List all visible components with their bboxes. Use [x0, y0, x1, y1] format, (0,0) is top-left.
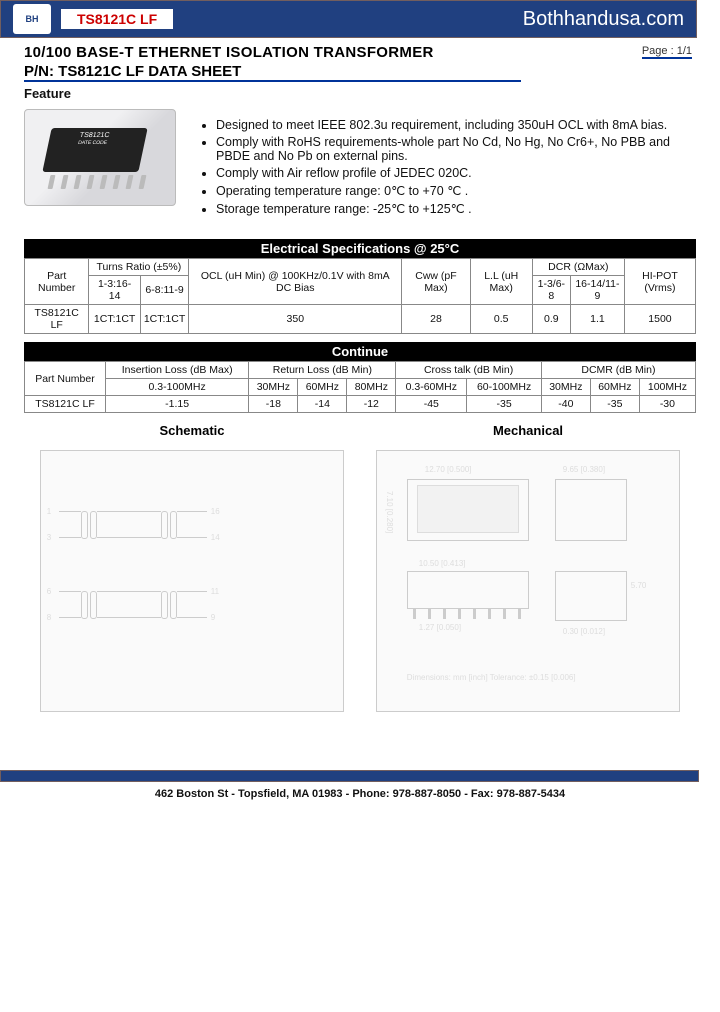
feature-item: Comply with RoHS requirements-whole part…	[216, 135, 696, 163]
mechanical-heading: Mechanical	[360, 423, 696, 438]
mechanical-diagram: 12.70 [0.500] 7.10 [0.280] 9.65 [0.380] …	[360, 450, 696, 750]
feature-item: Storage temperature range: -25℃ to +125℃…	[216, 201, 696, 216]
footer-bar	[0, 770, 699, 782]
col-turns: Turns Ratio (±5%)	[89, 259, 189, 276]
feature-list: Designed to meet IEEE 802.3u requirement…	[188, 118, 696, 219]
col-dcr: DCR (ΩMax)	[532, 259, 624, 276]
col-hipot: HI-POT (Vrms)	[624, 259, 695, 305]
sub-pins-2: 6-8:11-9	[140, 276, 188, 305]
col-dcmr: DCMR (dB Min)	[541, 362, 695, 379]
doc-title-2: P/N: TS8121C LF DATA SHEET	[24, 63, 521, 82]
table-row: TS8121C LF -1.15 -18 -14 -12 -45 -35 -40…	[25, 396, 696, 413]
site-name: Bothhandusa.com	[523, 8, 684, 31]
chip-image: TS8121CDATE CODE	[24, 109, 176, 206]
col-cww: Cww (pF Max)	[402, 259, 470, 305]
part-number-box: TS8121C LF	[59, 7, 175, 31]
col-ll: L.L (uH Max)	[470, 259, 532, 305]
chip-marking: TS8121C	[79, 132, 110, 139]
table-row: TS8121C LF 1CT:1CT 1CT:1CT 350 28 0.5 0.…	[25, 305, 696, 334]
table1-title: Electrical Specifications @ 25°C	[24, 239, 696, 258]
doc-title-1: 10/100 BASE-T ETHERNET ISOLATION TRANSFO…	[24, 44, 720, 61]
feature-heading: Feature	[24, 86, 720, 101]
electrical-spec-table: Part Number Turns Ratio (±5%) OCL (uH Mi…	[24, 258, 696, 334]
schematic-heading: Schematic	[24, 423, 360, 438]
feature-item: Operating temperature range: 0℃ to +70 ℃…	[216, 183, 696, 198]
col-part: Part Number	[25, 259, 89, 305]
schematic-diagram: 1 3 6 8 16 14 11 9	[24, 450, 360, 750]
chip-datecode: DATE CODE	[78, 140, 108, 146]
page-number: Page : 1/1	[642, 45, 692, 59]
feature-item: Comply with Air reflow profile of JEDEC …	[216, 166, 696, 180]
col-rl: Return Loss (dB Min)	[249, 362, 396, 379]
sub-dcr-1: 1-3/6-8	[532, 276, 570, 305]
col-xt: Cross talk (dB Min)	[396, 362, 542, 379]
col-ocl: OCL (uH Min) @ 100KHz/0.1V with 8mA DC B…	[189, 259, 402, 305]
top-bar: BH TS8121C LF Bothhandusa.com	[0, 0, 697, 38]
feature-item: Designed to meet IEEE 802.3u requirement…	[216, 118, 696, 132]
col-part: Part Number	[25, 362, 106, 396]
sub-pins-1: 1-3:16-14	[89, 276, 140, 305]
sub-dcr-2: 16-14/11-9	[570, 276, 624, 305]
table2-title: Continue	[24, 342, 696, 361]
continue-table: Part Number Insertion Loss (dB Max) Retu…	[24, 361, 696, 413]
footer-text: 462 Boston St - Topsfield, MA 01983 - Ph…	[0, 788, 720, 800]
col-il: Insertion Loss (dB Max)	[105, 362, 248, 379]
company-logo: BH	[13, 4, 51, 34]
